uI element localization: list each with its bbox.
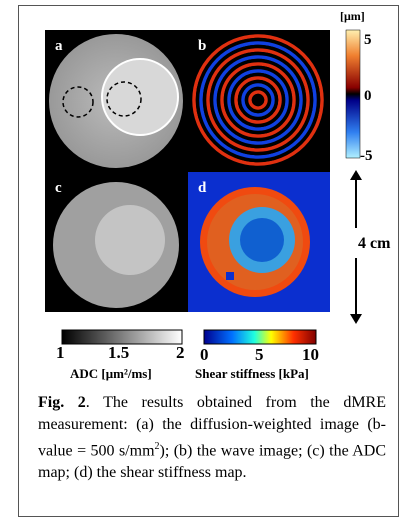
figure: a b c d [μm] 5 0 -5 4 cm 1 1.5 2 ADC [μm²/ms] 0… — [45, 9, 391, 381]
adc-colorbar — [61, 329, 183, 345]
stiffness-colorbar — [203, 329, 317, 345]
tick-label: 2 — [176, 343, 185, 362]
tick-label: 5 — [364, 32, 372, 48]
tick-label: -5 — [360, 148, 373, 164]
panel-d — [188, 172, 330, 312]
colorbar-unit: [μm] — [340, 9, 365, 23]
caption-text: . The results obtained from the dMRE mea… — [38, 394, 386, 460]
tick-label: 10 — [302, 345, 319, 364]
colorbar-label: ADC [μm²/ms] — [70, 366, 152, 381]
scale-label: 4 cm — [358, 235, 391, 252]
superscript: 2 — [154, 441, 160, 452]
colorbar-label: Shear stiffness [kPa] — [195, 366, 309, 381]
panel-label: b — [198, 38, 206, 54]
caption: Fig. 2. The results obtained from the dM… — [38, 392, 386, 484]
tick-label: 1.5 — [108, 343, 129, 362]
figure-frame — [18, 5, 399, 517]
tick-label: 1 — [56, 343, 65, 362]
caption-text: ); (b) the wave image; (c) the ADC map; … — [38, 442, 387, 482]
caption-label: Fig. 2 — [38, 394, 86, 411]
wave-colorbar — [345, 29, 361, 159]
tick-label: 5 — [255, 345, 264, 364]
panel-label: d — [198, 180, 207, 196]
tick-label: 0 — [200, 345, 209, 364]
panel-label: a — [55, 38, 63, 54]
panel-b — [188, 30, 330, 172]
panel-c — [53, 182, 179, 308]
panel-a — [49, 34, 183, 168]
panel-label: c — [55, 180, 62, 196]
tick-label: 0 — [364, 88, 372, 104]
